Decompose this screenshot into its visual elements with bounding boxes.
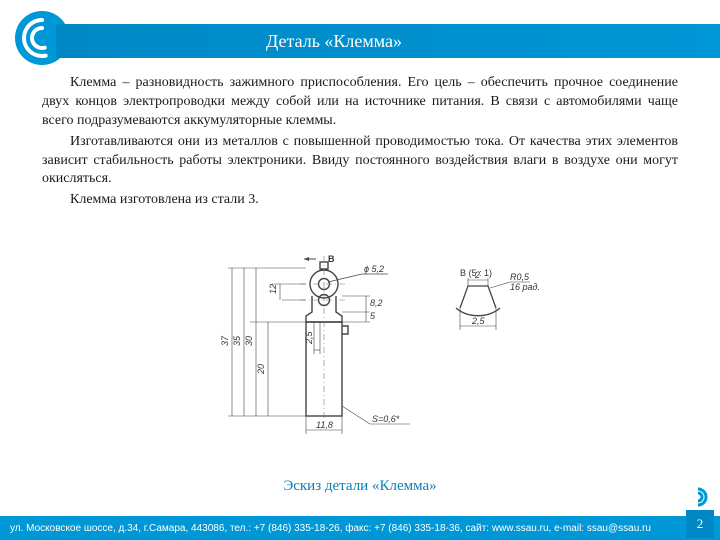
- svg-text:ϕ 5,2: ϕ 5,2: [364, 264, 384, 274]
- svg-text:11,8: 11,8: [316, 420, 333, 430]
- svg-text:8,2: 8,2: [370, 298, 383, 308]
- paragraph-1: Клемма – разновидность зажимного приспос…: [42, 74, 678, 131]
- svg-text:12: 12: [268, 284, 278, 294]
- paragraph-3: Клемма изготовлена из стали 3.: [42, 191, 678, 210]
- svg-text:35: 35: [232, 335, 242, 346]
- svg-text:20: 20: [256, 364, 266, 375]
- svg-text:В: В: [328, 254, 335, 264]
- paragraph-2: Изготавливаются они из металлов с повыше…: [42, 133, 678, 190]
- svg-text:R0,5: R0,5: [510, 272, 530, 282]
- footer-logo-icon: [694, 487, 714, 510]
- technical-drawing: В ϕ 5,2 8,2 5: [0, 248, 720, 478]
- footer-text: ул. Московское шоссе, д.34, г.Самара, 44…: [10, 523, 651, 534]
- svg-text:2: 2: [474, 270, 480, 280]
- body-text: Клемма – разновидность зажимного приспос…: [42, 74, 678, 212]
- page-title: Деталь «Клемма»: [266, 31, 402, 52]
- drawing-caption: Эскиз детали «Клемма»: [0, 478, 720, 495]
- page-title-bar: Деталь «Клемма»: [56, 24, 720, 58]
- footer-bar: ул. Московское шоссе, д.34, г.Самара, 44…: [0, 516, 720, 540]
- svg-text:2,5: 2,5: [471, 316, 486, 326]
- svg-text:5: 5: [370, 311, 376, 321]
- svg-text:S=0,6*: S=0,6*: [372, 414, 400, 424]
- svg-text:2,5: 2,5: [304, 330, 314, 345]
- page-number: 2: [686, 510, 714, 538]
- svg-text:30: 30: [244, 336, 254, 346]
- svg-text:16 рад.: 16 рад.: [510, 282, 540, 292]
- svg-text:37: 37: [220, 335, 230, 346]
